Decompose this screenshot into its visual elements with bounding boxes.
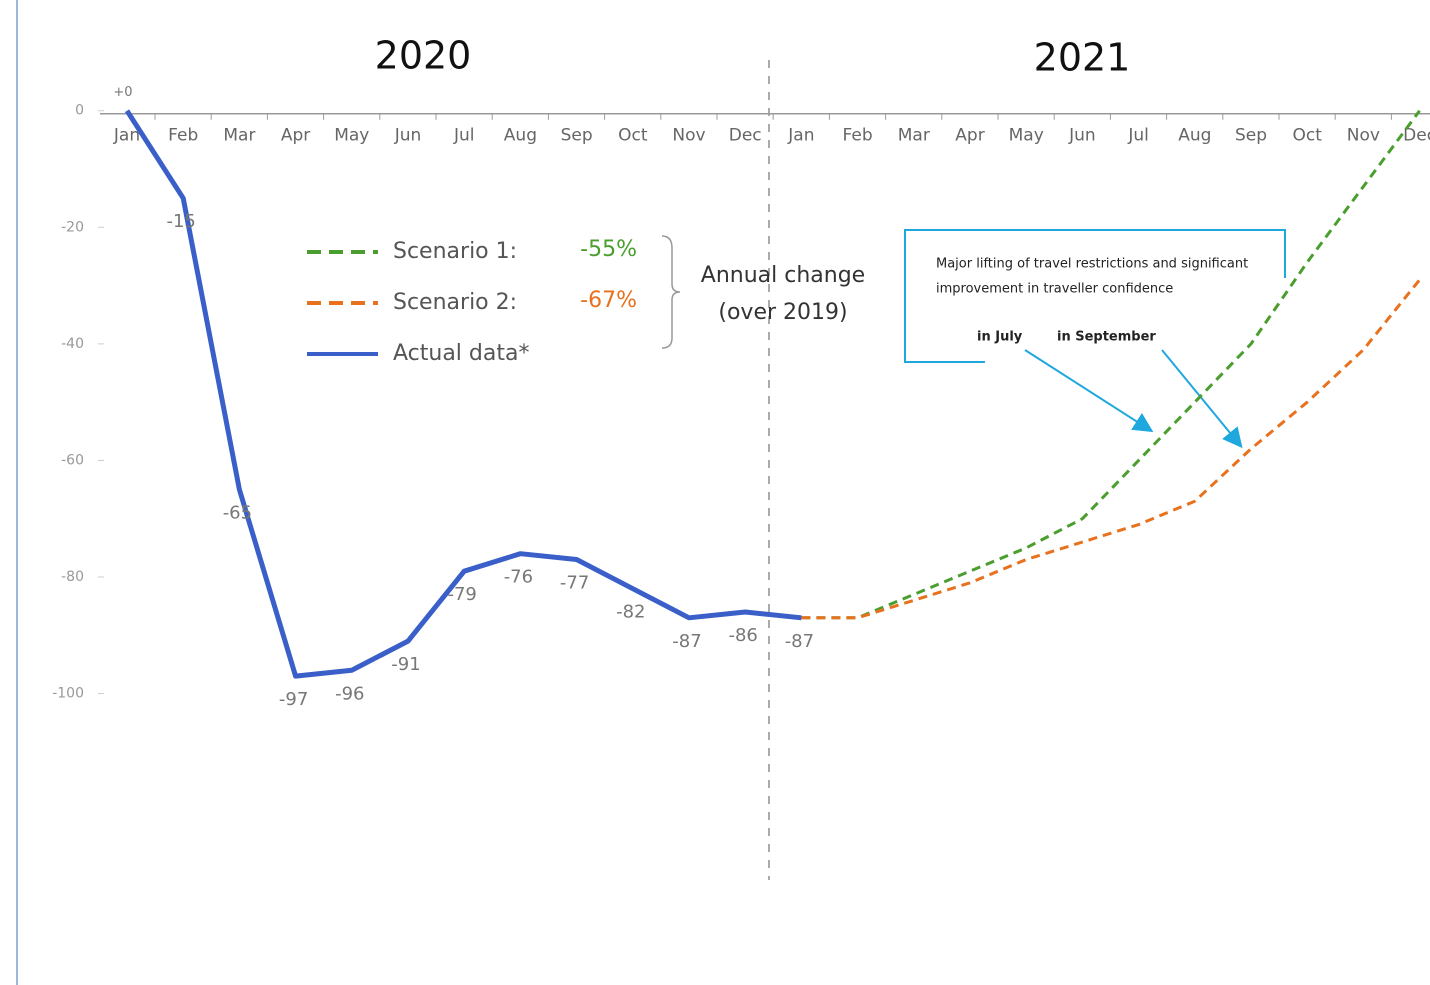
data-label: +0 [113, 85, 132, 100]
data-label: -79 [447, 584, 476, 605]
x-tick-label: Jun [394, 126, 422, 146]
x-tick-label: Jan [787, 126, 814, 146]
x-tick-label: Oct [1292, 126, 1322, 146]
y-tick-label: -20 [61, 219, 84, 235]
data-label: -87 [672, 631, 701, 652]
x-tick-label: Dec [729, 126, 762, 146]
annotation-text: Major lifting of travel restrictions and… [936, 257, 1248, 272]
x-tick-label: Sep [561, 126, 593, 146]
x-tick-label: Nov [1347, 126, 1380, 146]
annotation-september: in September [1057, 330, 1156, 345]
data-label: -76 [504, 567, 533, 588]
x-tick-label: Mar [223, 126, 255, 146]
x-tick-label: Oct [618, 126, 648, 146]
series-line [801, 109, 1421, 620]
annual-change-label: Annual change [701, 263, 865, 288]
legend-change: -55% [580, 237, 637, 262]
year-label: 2021 [1034, 36, 1131, 80]
legend-label: Actual data* [393, 341, 529, 366]
y-tick-label: -40 [61, 336, 84, 352]
data-label: -82 [616, 602, 645, 623]
data-label: -86 [728, 625, 757, 646]
data-label: -77 [560, 573, 589, 594]
annual-change-label: (over 2019) [718, 300, 847, 325]
x-tick-label: Jun [1068, 126, 1096, 146]
x-tick-label: Mar [898, 126, 930, 146]
series-line [801, 278, 1421, 620]
x-tick-label: Feb [843, 126, 873, 146]
x-tick-label: Dec [1403, 126, 1430, 146]
x-tick-label: May [1009, 126, 1044, 146]
data-label: -97 [279, 689, 308, 710]
legend-change: -67% [580, 288, 637, 313]
annotation-text: improvement in traveller confidence [936, 282, 1173, 297]
x-tick-label: Apr [281, 126, 310, 146]
y-tick-label: -100 [52, 686, 84, 702]
y-tick-label: 0 [75, 103, 84, 119]
data-label: -15 [166, 211, 195, 232]
x-tick-label: May [334, 126, 369, 146]
data-label: -96 [335, 683, 364, 704]
legend-label: Scenario 2: [393, 290, 517, 315]
data-label: -65 [223, 503, 252, 524]
x-tick-label: Apr [955, 126, 984, 146]
x-tick-label: Aug [1178, 126, 1211, 146]
x-tick-label: Jan [113, 126, 140, 146]
x-tick-label: Nov [672, 126, 705, 146]
annotation-box [904, 229, 1286, 363]
brace [661, 235, 681, 349]
data-label: -87 [785, 631, 814, 652]
year-label: 2020 [375, 34, 472, 78]
annotation-july: in July [977, 330, 1023, 345]
x-tick-label: Jul [453, 126, 475, 146]
series-line [124, 109, 802, 679]
x-tick-label: Sep [1235, 126, 1267, 146]
legend-label: Scenario 1: [393, 239, 517, 264]
data-label: -91 [391, 654, 420, 675]
arrow [1024, 349, 1154, 433]
x-tick-label: Feb [168, 126, 198, 146]
y-tick-label: -80 [61, 569, 84, 585]
x-tick-label: Aug [504, 126, 537, 146]
y-tick-label: -60 [61, 452, 84, 468]
x-tick-label: Jul [1127, 126, 1149, 146]
